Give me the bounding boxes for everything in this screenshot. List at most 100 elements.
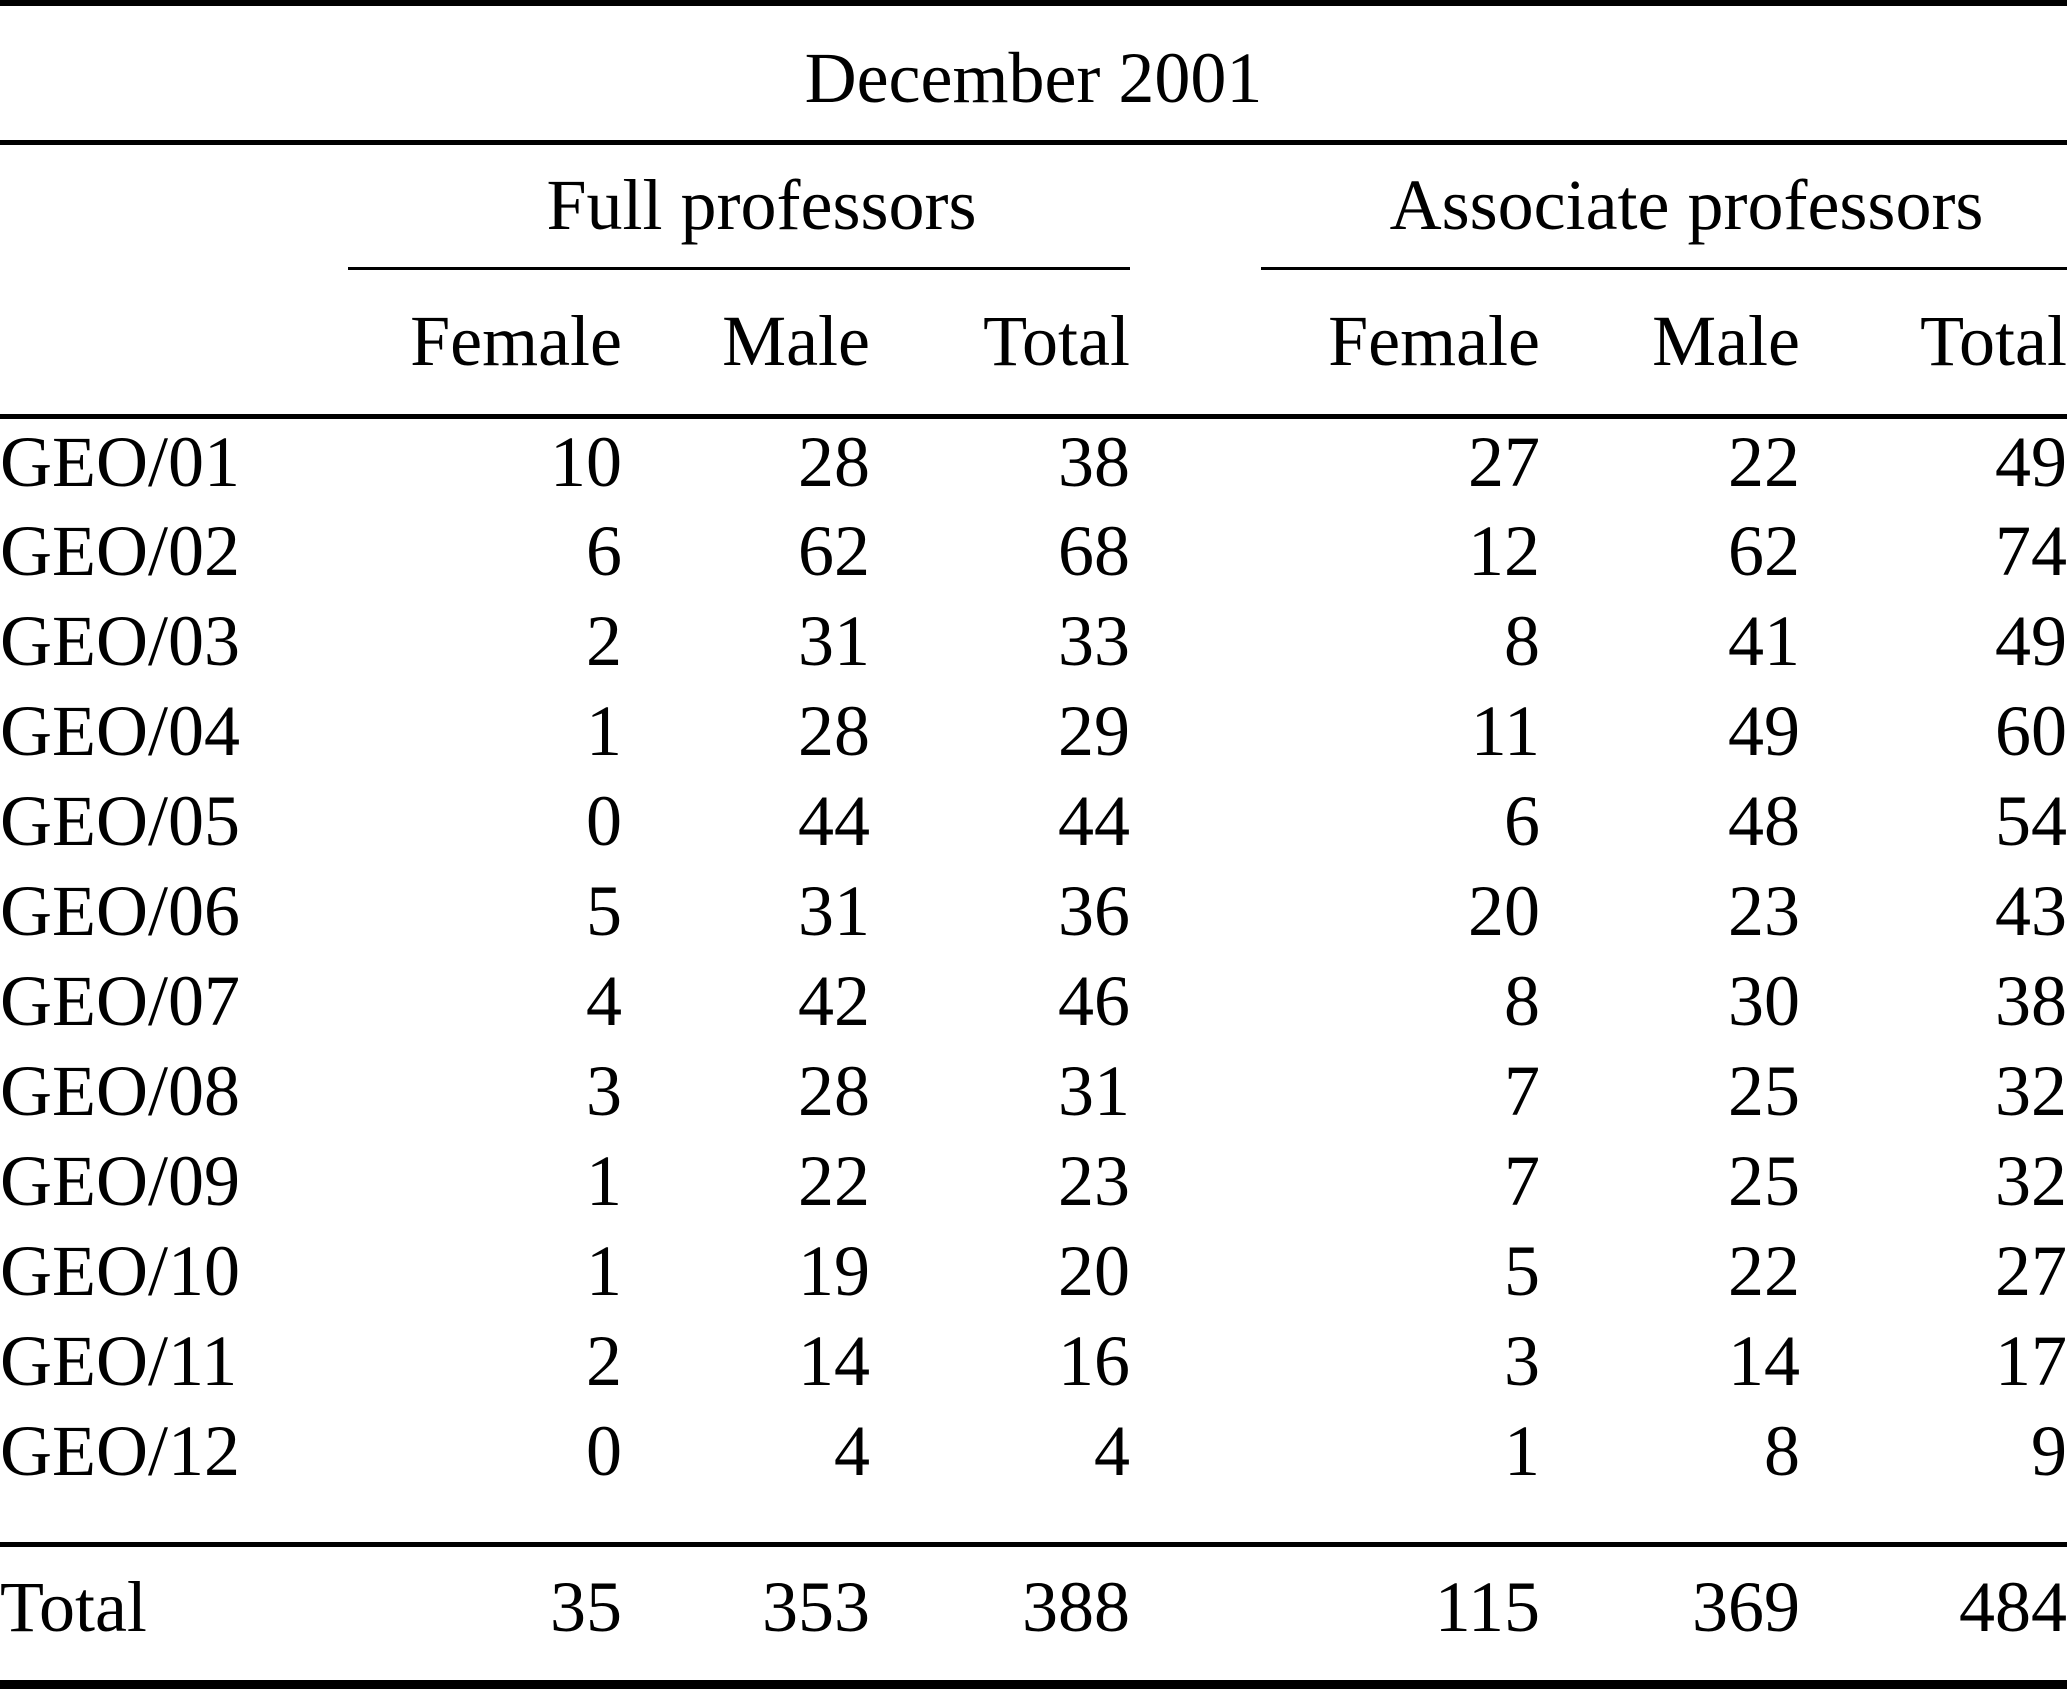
cell-full-female: 1 <box>586 690 622 771</box>
top-rule <box>0 0 2067 6</box>
total-full-female: 35 <box>348 1541 622 1668</box>
gap-cell <box>1130 506 1261 596</box>
cell-assoc-male: 23 <box>1728 870 1801 951</box>
cell-full-male: 28 <box>798 1050 870 1131</box>
cell-full-total: 29 <box>1058 690 1131 771</box>
cell-full-male: 14 <box>798 1320 870 1401</box>
cell-assoc-male: 8 <box>1764 1410 1801 1491</box>
row-label: GEO/12 <box>0 1410 240 1491</box>
cell-assoc-total: 9 <box>2031 1410 2067 1491</box>
cell-full-female: 6 <box>586 510 622 591</box>
cell-full-total: 33 <box>1058 600 1131 681</box>
cell-full-male: 22 <box>798 1140 870 1221</box>
cell-assoc-female: 20 <box>1468 870 1541 951</box>
spacer-cell <box>0 1496 2067 1544</box>
gap-cell <box>1130 866 1261 956</box>
cell-assoc-male: 14 <box>1728 1320 1801 1401</box>
row-label: GEO/05 <box>0 780 240 861</box>
cell-assoc-total: 74 <box>1995 510 2067 591</box>
cell-assoc-total: 38 <box>1995 960 2067 1041</box>
bottom-rule <box>0 1680 2067 1689</box>
total-label: Total <box>0 1541 348 1668</box>
column-header-assoc-male: Male <box>1540 268 1801 419</box>
gap-cell <box>1130 1406 1261 1496</box>
spacer-row <box>0 1496 2067 1544</box>
row-label: GEO/04 <box>0 690 240 771</box>
cell-full-total: 46 <box>1058 960 1131 1041</box>
subheader-row: Female Male Total Female Male Total <box>0 268 2067 419</box>
cell-assoc-total: 49 <box>1995 600 2067 681</box>
cell-assoc-total: 17 <box>1995 1320 2067 1401</box>
cell-full-male: 28 <box>798 690 870 771</box>
cell-assoc-male: 25 <box>1728 1140 1801 1221</box>
cell-full-total: 38 <box>1058 421 1131 502</box>
gap-cell <box>1130 596 1261 686</box>
column-header-assoc-female: Female <box>1261 268 1541 419</box>
group-header-row: Full professors Associate professors <box>0 145 2067 270</box>
table-row: GEO/04 1 28 29 11 49 60 <box>0 686 2067 776</box>
cell-assoc-female: 6 <box>1504 780 1541 861</box>
cell-assoc-male: 49 <box>1728 690 1801 771</box>
total-full-male: 353 <box>622 1541 870 1668</box>
total-full-total: 388 <box>870 1541 1131 1668</box>
cell-assoc-female: 7 <box>1504 1140 1541 1221</box>
cell-full-male: 19 <box>798 1230 870 1311</box>
table-row: GEO/11 2 14 16 3 14 17 <box>0 1316 2067 1406</box>
group-gap-cell <box>1130 145 1261 268</box>
cell-full-female: 3 <box>586 1050 622 1131</box>
cell-assoc-male: 62 <box>1728 510 1801 591</box>
cell-assoc-total: 43 <box>1995 870 2067 951</box>
table-title: December 2001 <box>804 37 1263 118</box>
column-header-assoc-total: Total <box>1800 268 2067 419</box>
table-row: GEO/02 6 62 68 12 62 74 <box>0 506 2067 596</box>
table-row: GEO/03 2 31 33 8 41 49 <box>0 596 2067 686</box>
cell-assoc-male: 22 <box>1728 1230 1801 1311</box>
table-row: GEO/10 1 19 20 5 22 27 <box>0 1226 2067 1316</box>
gap-cell <box>1130 956 1261 1046</box>
empty-label-cell <box>0 268 348 419</box>
gap-cell <box>1130 1046 1261 1136</box>
cell-assoc-male: 25 <box>1728 1050 1801 1131</box>
cell-full-female: 2 <box>586 1320 622 1401</box>
row-label: GEO/10 <box>0 1230 240 1311</box>
cell-assoc-male: 30 <box>1728 960 1801 1041</box>
total-assoc-male: 369 <box>1540 1541 1801 1668</box>
empty-corner-cell <box>0 145 348 268</box>
cell-full-female: 1 <box>586 1230 622 1311</box>
gap-cell <box>1130 776 1261 866</box>
cell-assoc-total: 49 <box>1995 421 2067 502</box>
column-header-full-total: Total <box>870 268 1131 419</box>
row-label: GEO/11 <box>0 1320 238 1401</box>
cell-assoc-female: 8 <box>1504 960 1541 1041</box>
cell-full-total: 44 <box>1058 780 1131 861</box>
cell-full-total: 36 <box>1058 870 1131 951</box>
cell-assoc-female: 27 <box>1468 421 1541 502</box>
gap-cell <box>1130 1226 1261 1316</box>
table-row: GEO/06 5 31 36 20 23 43 <box>0 866 2067 956</box>
data-table: Full professors Associate professors Fem… <box>0 145 2067 1668</box>
cell-full-total: 16 <box>1058 1320 1131 1401</box>
cell-full-female: 10 <box>550 421 622 502</box>
table-row: GEO/09 1 22 23 7 25 32 <box>0 1136 2067 1226</box>
row-label: GEO/08 <box>0 1050 240 1131</box>
cell-full-female: 4 <box>586 960 622 1041</box>
gap-cell <box>1130 686 1261 776</box>
cell-assoc-total: 27 <box>1995 1230 2067 1311</box>
gap-cell <box>1130 1541 1262 1668</box>
cell-assoc-total: 32 <box>1995 1140 2067 1221</box>
cell-assoc-female: 8 <box>1504 600 1541 681</box>
cell-full-female: 0 <box>586 1410 622 1491</box>
cell-assoc-total: 60 <box>1995 690 2067 771</box>
row-label: GEO/07 <box>0 960 240 1041</box>
cell-assoc-female: 3 <box>1504 1320 1541 1401</box>
gap-cell <box>1130 416 1261 506</box>
total-row: Total 35 353 388 115 369 484 <box>0 1541 2067 1668</box>
table-row: GEO/05 0 44 44 6 48 54 <box>0 776 2067 866</box>
cell-assoc-total: 54 <box>1995 780 2067 861</box>
row-label: GEO/06 <box>0 870 240 951</box>
cell-full-male: 62 <box>798 510 870 591</box>
cell-assoc-female: 12 <box>1468 510 1541 591</box>
cell-full-total: 23 <box>1058 1140 1131 1221</box>
cell-assoc-male: 48 <box>1728 780 1801 861</box>
cell-assoc-female: 5 <box>1504 1230 1541 1311</box>
